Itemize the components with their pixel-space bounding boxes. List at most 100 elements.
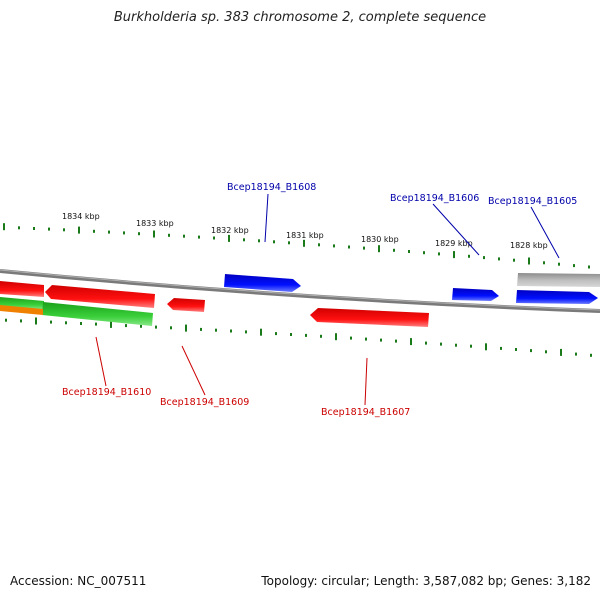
minor-tick xyxy=(63,228,65,232)
minor-tick xyxy=(543,261,545,265)
gene-b1609-arrow[interactable] xyxy=(167,298,205,312)
minor-tick xyxy=(48,227,50,231)
minor-tick xyxy=(290,333,292,336)
major-tick xyxy=(453,251,455,259)
minor-tick xyxy=(95,322,97,326)
minor-tick xyxy=(588,265,590,269)
major-tick xyxy=(260,328,262,336)
major-tick xyxy=(303,239,305,247)
minor-tick xyxy=(575,352,577,356)
minor-tick xyxy=(170,326,172,330)
minor-tick xyxy=(348,245,350,249)
major-tick xyxy=(528,257,530,265)
minor-tick xyxy=(18,226,20,230)
minor-tick xyxy=(93,229,95,233)
tick-label-1832: 1832 kbp xyxy=(211,226,249,235)
minor-tick xyxy=(243,238,245,242)
major-tick xyxy=(228,234,230,242)
minor-tick xyxy=(125,324,127,328)
minor-tick xyxy=(275,332,277,336)
minor-tick xyxy=(33,227,35,230)
gene-b1606-arrow[interactable] xyxy=(452,288,499,301)
gray-feature xyxy=(517,273,600,287)
gene-b1607-arrow[interactable] xyxy=(310,308,429,327)
gene-b1611-arrow[interactable] xyxy=(0,281,44,297)
outer-tick-track xyxy=(3,223,590,269)
minor-tick xyxy=(50,320,52,324)
green-feature-main xyxy=(42,302,153,326)
minor-tick xyxy=(558,262,560,266)
minor-tick xyxy=(245,330,247,334)
minor-tick xyxy=(483,256,485,260)
tick-label-1833: 1833 kbp xyxy=(136,219,174,228)
minor-tick xyxy=(65,321,67,325)
major-tick xyxy=(110,320,112,328)
minor-tick xyxy=(530,349,532,353)
minor-tick xyxy=(5,318,7,322)
summary-text: Topology: circular; Length: 3,587,082 bp… xyxy=(261,574,591,588)
minor-tick xyxy=(498,257,500,261)
minor-tick xyxy=(350,336,352,340)
tick-label-1829: 1829 kbp xyxy=(435,239,473,248)
minor-tick xyxy=(123,231,125,235)
minor-tick xyxy=(455,343,457,347)
major-tick xyxy=(335,333,337,341)
major-tick xyxy=(485,343,487,351)
minor-tick xyxy=(20,319,22,323)
minor-tick xyxy=(168,233,170,237)
inner-tick-track xyxy=(5,317,592,357)
minor-tick xyxy=(318,243,320,247)
tick-label-1831: 1831 kbp xyxy=(286,231,324,240)
minor-tick xyxy=(425,341,427,345)
tick-label-1830: 1830 kbp xyxy=(361,235,399,244)
minor-tick xyxy=(183,234,185,238)
minor-tick xyxy=(80,322,82,325)
minor-tick xyxy=(363,246,365,250)
major-tick xyxy=(78,226,80,234)
minor-tick xyxy=(138,232,140,236)
minor-tick xyxy=(470,344,472,348)
minor-tick xyxy=(573,264,575,268)
minor-tick xyxy=(365,337,367,341)
minor-tick xyxy=(305,333,307,337)
gene-label-b1605[interactable]: Bcep18194_B1605 xyxy=(488,196,577,207)
minor-tick xyxy=(423,251,425,255)
minor-tick xyxy=(213,236,215,240)
gene-labels: Bcep18194_B1608 Bcep18194_B1606 Bcep1819… xyxy=(62,182,577,418)
minor-tick xyxy=(108,230,110,234)
gene-b1610-arrow[interactable] xyxy=(45,285,155,308)
minor-tick xyxy=(320,334,322,338)
major-tick xyxy=(378,245,380,253)
minor-tick xyxy=(468,254,470,258)
minor-tick xyxy=(395,339,397,343)
gene-b1608-arrow[interactable] xyxy=(224,274,301,292)
orange-feature xyxy=(0,305,43,315)
gene-label-b1609[interactable]: Bcep18194_B1609 xyxy=(160,397,249,408)
minor-tick xyxy=(200,327,202,331)
minor-tick xyxy=(515,348,517,351)
major-tick xyxy=(153,230,155,238)
gene-label-b1608[interactable]: Bcep18194_B1608 xyxy=(227,182,316,193)
chromosome-backbone xyxy=(0,269,600,313)
minor-tick xyxy=(393,248,395,252)
minor-tick xyxy=(230,329,232,333)
major-tick xyxy=(35,317,37,325)
minor-tick xyxy=(215,328,217,332)
tick-label-1834: 1834 kbp xyxy=(62,212,100,221)
accession-text: Accession: NC_007511 xyxy=(10,574,147,588)
minor-tick xyxy=(333,244,335,248)
minor-tick xyxy=(545,350,547,354)
major-tick xyxy=(185,324,187,332)
minor-tick xyxy=(380,338,382,342)
minor-tick xyxy=(198,235,200,239)
gene-label-b1606[interactable]: Bcep18194_B1606 xyxy=(390,193,479,204)
minor-tick xyxy=(140,324,142,328)
minor-tick xyxy=(258,239,260,243)
gene-label-b1610[interactable]: Bcep18194_B1610 xyxy=(62,387,151,398)
minor-tick xyxy=(513,258,515,262)
gene-b1605-arrow[interactable] xyxy=(516,290,598,304)
minor-tick xyxy=(273,240,275,244)
minor-tick xyxy=(288,241,290,245)
gene-label-b1607[interactable]: Bcep18194_B1607 xyxy=(321,407,410,418)
tick-label-1828: 1828 kbp xyxy=(510,241,548,250)
